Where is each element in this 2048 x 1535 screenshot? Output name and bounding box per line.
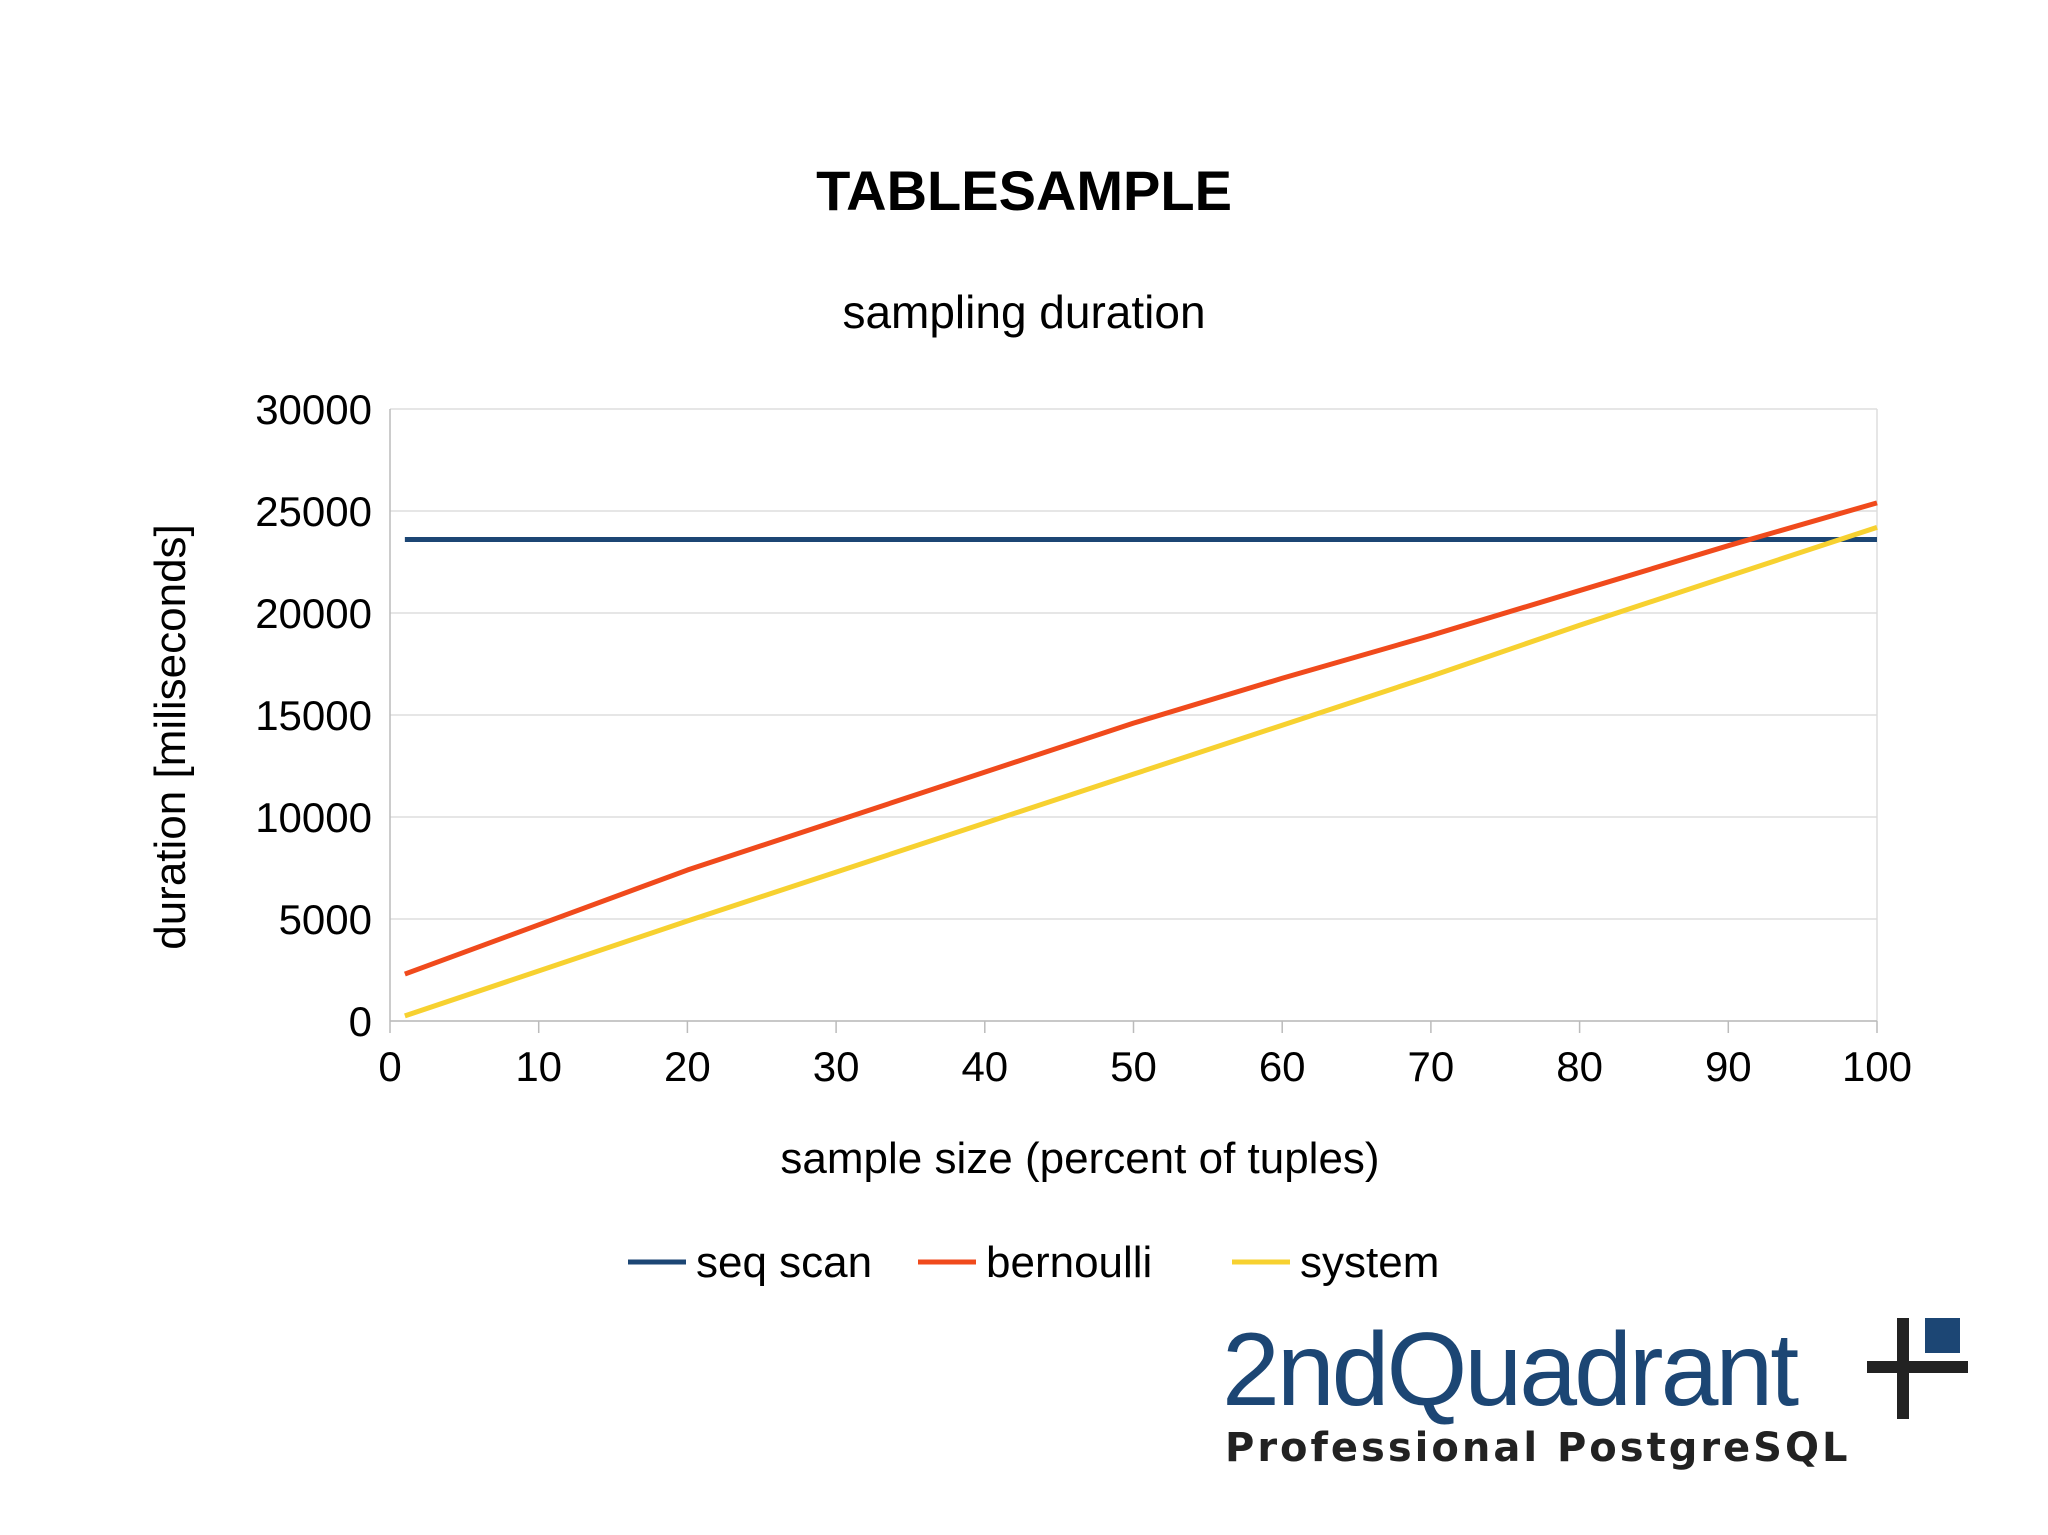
x-tick-label: 60 [1259,1043,1306,1090]
x-tick-label: 20 [664,1043,711,1090]
chart-subtitle: sampling duration [842,286,1205,338]
series-layer [404,500,1878,1019]
y-tick-label: 30000 [255,386,372,433]
legend-item-bernoulli: bernoulli [918,1238,1152,1287]
x-tick-label: 30 [813,1043,860,1090]
axis-layer: 0 5000 10000 15000 20000 25000 30000 0 10 20 30 40 5… [255,386,1912,1090]
x-tick-label: 40 [961,1043,1008,1090]
chart-title: TABLESAMPLE [816,159,1232,222]
y-tick-label: 20000 [255,590,372,637]
legend-item-seq-scan: seq scan [628,1238,872,1287]
y-tick-label: 25000 [255,488,372,535]
x-tick-label: 80 [1556,1043,1603,1090]
x-tick-label: 100 [1842,1043,1912,1090]
y-axis-label: duration [miliseconds] [146,524,195,950]
legend: seq scan bernoulli system [628,1238,1439,1287]
y-tick-label: 10000 [255,794,372,841]
quadrant-cross-icon [1867,1318,1968,1419]
y-tick-label: 0 [349,998,372,1045]
brand-tagline: Professional PostgreSQL [1225,1425,1851,1471]
x-tick-label: 10 [515,1043,562,1090]
x-axis-label: sample size (percent of tuples) [780,1134,1379,1183]
brand-logo: 2ndQuadrant Professional PostgreSQL [1222,1318,1982,1478]
y-tick-label: 15000 [255,692,372,739]
legend-label: bernoulli [986,1238,1152,1287]
legend-label: system [1300,1238,1439,1287]
series-line-bernoulli [404,500,1878,977]
legend-item-system: system [1232,1238,1439,1287]
x-tick-label: 90 [1705,1043,1752,1090]
x-tick-label: 70 [1408,1043,1455,1090]
brand-name: 2ndQuadrant [1222,1312,1799,1428]
y-tick-label: 5000 [279,896,372,943]
series-line-system [404,524,1878,1019]
x-tick-label: 0 [378,1043,401,1090]
legend-label: seq scan [696,1238,872,1287]
grid-layer [390,408,1878,1022]
x-tick-label: 50 [1110,1043,1157,1090]
